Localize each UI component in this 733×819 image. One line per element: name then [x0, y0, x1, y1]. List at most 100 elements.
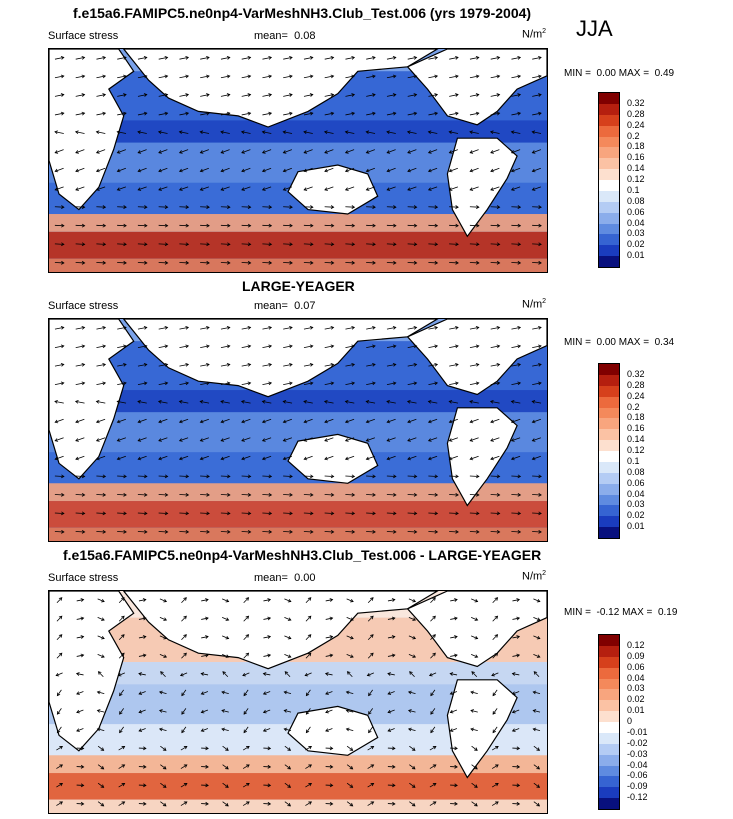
wind-vector-arrow — [469, 325, 480, 330]
wind-vector-arrow — [532, 511, 542, 516]
wind-vector-arrow — [305, 726, 311, 734]
land-mass — [49, 591, 135, 752]
wind-vector-arrow — [430, 634, 436, 641]
wind-vector-arrow — [324, 344, 335, 349]
colorbar-tick-label: 0.06 — [627, 477, 645, 488]
wind-vector-arrow — [75, 492, 86, 497]
wind-vector-arrow — [449, 672, 458, 676]
wind-vector-arrow — [512, 616, 521, 621]
wind-vector-arrow — [303, 205, 314, 209]
wind-vector-arrow — [428, 381, 439, 386]
panel-1-max-label: MAX = — [618, 68, 650, 79]
wind-vector-arrow — [469, 205, 480, 209]
wind-vector-arrow — [386, 455, 396, 461]
colorbar-segment — [599, 136, 619, 148]
wind-vector-arrow — [158, 260, 169, 265]
wind-vector-arrow — [200, 709, 209, 714]
wind-vector-arrow — [407, 56, 418, 60]
wind-vector-arrow — [449, 492, 459, 497]
wind-vector-arrow — [56, 783, 64, 788]
wind-vector-arrow — [137, 130, 147, 135]
wind-vector-arrow — [179, 362, 190, 367]
wind-vector-arrow — [510, 437, 521, 442]
wind-vector-arrow — [76, 709, 84, 714]
wind-vector-arrow — [450, 635, 458, 639]
wind-vector-arrow — [531, 455, 541, 461]
wind-vector-arrow — [116, 130, 127, 135]
wind-vector-arrow — [76, 746, 85, 751]
panel-1-mean: mean= 0.08 — [254, 30, 316, 42]
wind-vector-arrow — [76, 616, 85, 621]
wind-vector-arrow — [179, 205, 190, 209]
wind-vector-arrow — [512, 746, 521, 751]
wind-vector-arrow — [96, 93, 107, 97]
wind-vector-arrow — [533, 671, 540, 678]
wind-vector-arrow — [386, 56, 397, 60]
wind-vector-arrow — [387, 598, 396, 602]
wind-vector-arrow — [221, 617, 230, 621]
wind-vector-arrow — [428, 511, 439, 516]
wind-vector-arrow — [283, 260, 293, 265]
wind-vector-arrow — [448, 455, 458, 461]
wind-vector-arrow — [345, 362, 356, 367]
wind-vector-arrow — [160, 745, 167, 751]
wind-vector-arrow — [137, 325, 148, 330]
wind-vector-arrow — [387, 616, 396, 621]
wind-vector-arrow — [96, 492, 107, 497]
wind-vector-arrow — [261, 167, 272, 173]
wind-vector-arrow — [449, 56, 459, 60]
wind-vector-arrow — [282, 149, 292, 154]
wind-vector-arrow — [490, 111, 501, 116]
wind-vector-arrow — [344, 399, 355, 404]
wind-vector-arrow — [283, 344, 293, 349]
wind-vector-arrow — [450, 801, 458, 806]
wind-vector-arrow — [220, 93, 231, 97]
wind-vector-arrow — [532, 325, 542, 330]
wind-vector-arrow — [201, 598, 209, 602]
wind-vector-arrow — [96, 529, 107, 534]
wind-vector-arrow — [305, 708, 311, 715]
wind-vector-arrow — [532, 260, 542, 265]
panel-1-min-label: MIN = — [564, 68, 591, 79]
wind-vector-arrow — [263, 598, 272, 602]
wind-vector-arrow — [428, 223, 439, 228]
wind-vector-arrow — [490, 74, 501, 79]
wind-vector-arrow — [221, 727, 229, 732]
colorbar-tick-label: 0.32 — [627, 97, 645, 108]
panel-1-min-value: 0.00 — [596, 68, 616, 79]
wind-vector-arrow — [159, 617, 168, 621]
wind-vector-arrow — [469, 111, 480, 116]
wind-vector-arrow — [158, 418, 168, 424]
wind-vector-arrow — [531, 186, 541, 191]
colorbar-tick-label: 0.16 — [627, 152, 645, 163]
wind-vector-arrow — [118, 652, 125, 659]
wind-vector-arrow — [96, 690, 105, 695]
wind-vector-arrow — [117, 111, 127, 116]
wind-vector-arrow — [345, 690, 354, 695]
colorbar-tick-label: 0.04 — [627, 672, 645, 683]
wind-vector-arrow — [366, 381, 376, 386]
wind-vector-arrow — [54, 74, 65, 79]
wind-vector-arrow — [368, 708, 373, 715]
wind-vector-arrow — [490, 260, 501, 265]
wind-vector-arrow — [137, 111, 148, 116]
wind-vector-arrow — [489, 130, 500, 135]
wind-vector-arrow — [54, 455, 64, 461]
wind-vector-arrow — [241, 205, 252, 209]
wind-vector-arrow — [325, 709, 333, 714]
panel-2-map — [48, 318, 548, 542]
panel-1-title: f.e15a6.FAMIPC5.ne0np4-VarMeshNH3.Club_T… — [73, 5, 532, 21]
wind-vector-arrow — [179, 511, 190, 516]
wind-vector-arrow — [532, 56, 542, 60]
wind-vector-arrow — [137, 167, 147, 173]
wind-vector-arrow — [54, 56, 65, 60]
wind-vector-arrow — [180, 764, 188, 769]
wind-vector-arrow — [54, 418, 64, 424]
wind-vector-arrow — [200, 691, 209, 695]
wind-vector-arrow — [157, 399, 168, 404]
wind-vector-arrow — [532, 381, 542, 386]
wind-vector-arrow — [470, 635, 479, 640]
wind-vector-arrow — [75, 205, 86, 209]
wind-vector-arrow — [96, 223, 107, 228]
wind-vector-arrow — [117, 242, 127, 247]
